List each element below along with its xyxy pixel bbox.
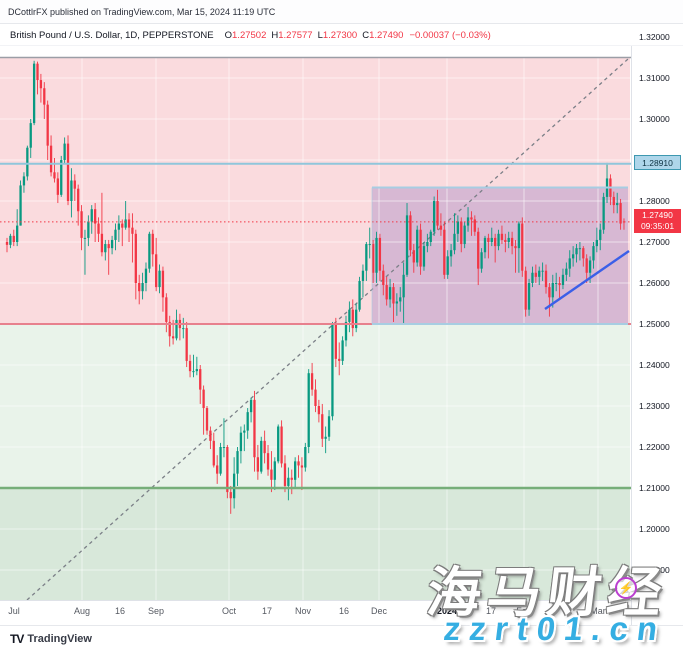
time-tick-label: Mar [590, 606, 606, 616]
last-price-value: 1.27490 [642, 210, 673, 220]
lower-green-zone-deep[interactable] [0, 488, 630, 600]
time-tick-label: 2024 [436, 606, 458, 616]
ohlc-label: C [362, 29, 370, 41]
price-tick-label: 1.19000 [639, 565, 670, 575]
ohlc-value: 1.27300 [322, 29, 358, 41]
ohlc-label: O [224, 29, 233, 41]
footer-bar: TV TradingView [0, 625, 683, 651]
price-tick-label: 1.32000 [639, 32, 670, 42]
time-tick-label: Sep [147, 606, 165, 616]
price-tick-label: 1.22000 [639, 442, 670, 452]
ohlc-label: H [271, 29, 279, 41]
price-tick-label: 1.25000 [639, 319, 670, 329]
bar-close-countdown: 09:35:01 [640, 221, 675, 231]
price-tick-label: 1.24000 [639, 360, 670, 370]
publisher-bar: DCottlrFX published on TradingView.com, … [0, 0, 683, 24]
tradingview-logo-icon[interactable]: TV [10, 631, 24, 646]
publisher-text: DCottlrFX published on TradingView.com, … [8, 6, 276, 17]
symbol-title[interactable]: British Pound / U.S. Dollar, 1D, PEPPERS… [10, 29, 214, 41]
chart-canvas[interactable] [0, 46, 631, 600]
ohlc-values: O1.27502 H1.27577 L1.27300 C1.27490 [220, 30, 404, 41]
time-tick-label: 16 [114, 606, 126, 616]
price-tick-label: 1.30000 [639, 114, 670, 124]
time-tick-label: Aug [73, 606, 91, 616]
change-value: −0.00037 (−0.03%) [409, 29, 491, 41]
time-tick-label: Oct [221, 606, 237, 616]
time-tick-label: 17 [261, 606, 273, 616]
price-tick-label: 1.23000 [639, 401, 670, 411]
lower-green-zone[interactable] [0, 324, 630, 600]
price-tick-label: 1.20000 [639, 524, 670, 534]
last-price-label: 1.27490 09:35:01 [634, 209, 681, 233]
price-axis[interactable]: 1.28910 1.27490 09:35:01 1.32000 1.31000 1… [631, 32, 683, 600]
price-tick-label: 1.31000 [639, 73, 670, 83]
blue-support-trendline[interactable] [544, 250, 630, 310]
ohlc-value: 1.27502 [232, 29, 267, 41]
time-tick-label: Dec [370, 606, 388, 616]
time-tick-label: Nov [294, 606, 312, 616]
ohlc-value: 1.27490 [369, 29, 404, 41]
dashed-uptrend-line[interactable] [26, 58, 629, 600]
ohlc-label: L [317, 29, 323, 41]
price-tick-label: 1.27000 [639, 237, 670, 247]
chart-legend: British Pound / U.S. Dollar, 1D, PEPPERS… [0, 25, 683, 46]
alert-level-label: 1.28910 [634, 155, 681, 170]
time-tick-label: Jul [8, 606, 20, 616]
axis-corner [631, 600, 683, 625]
ohlc-value: 1.27577 [278, 29, 313, 41]
time-tick-label: 17 [485, 606, 497, 616]
time-tick-label: Feb [516, 606, 532, 616]
price-tick-label: 1.21000 [639, 483, 670, 493]
price-tick-label: 1.26000 [639, 278, 670, 288]
candlestick-series[interactable] [5, 60, 626, 514]
price-tick-label: 1.28000 [639, 196, 670, 206]
watermark-url-text: zzrt01.cn [441, 610, 669, 647]
lightning-bolt-icon: ⚡ [615, 577, 637, 599]
tradingview-logo-text[interactable]: TradingView [27, 632, 92, 645]
time-tick-label: 16 [338, 606, 350, 616]
time-axis[interactable]: Jul Aug 16 Sep Oct 17 Nov 16 Dec 2024 17 Feb Mar [0, 600, 683, 626]
